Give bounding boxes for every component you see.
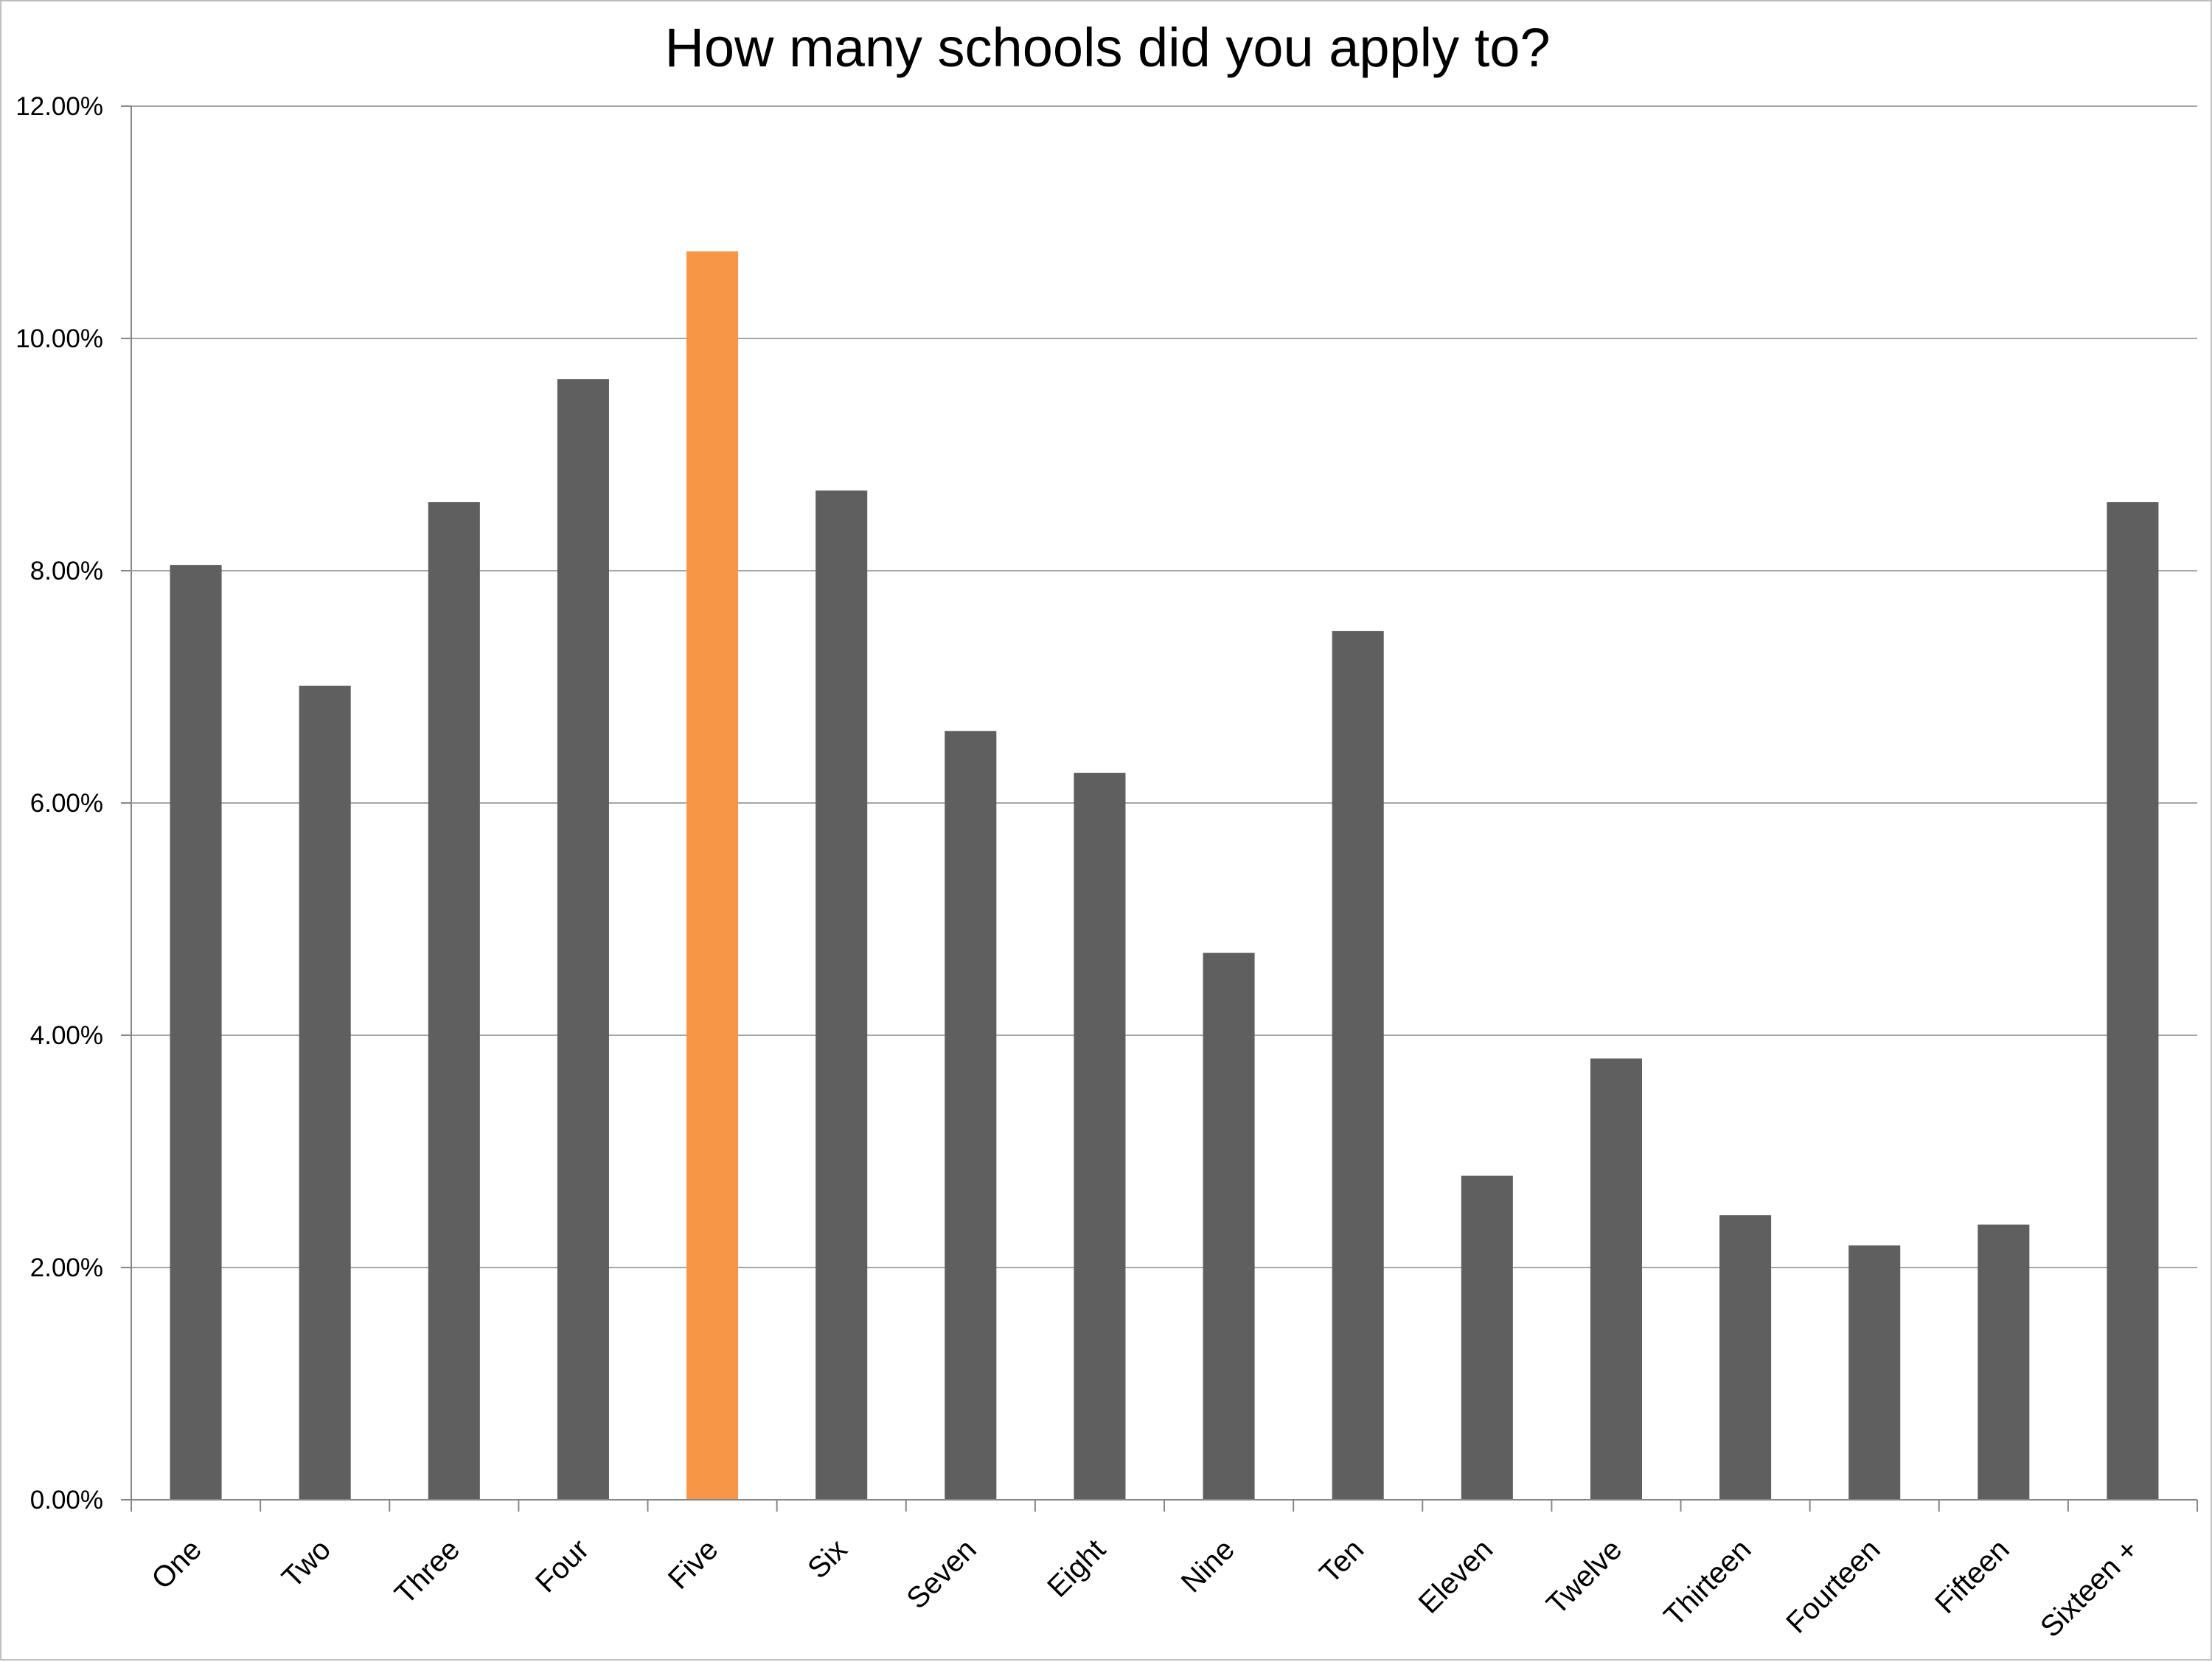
x-tick-label: Nine	[1175, 1533, 1241, 1599]
x-tick-label: Fourteen	[1780, 1533, 1886, 1639]
x-tick-label: Twelve	[1540, 1533, 1628, 1621]
y-tick-label: 10.00%	[15, 324, 103, 353]
bar-two	[299, 685, 351, 1500]
x-tick-label: Fifteen	[1929, 1533, 2016, 1620]
bar-fifteen	[1978, 1224, 2030, 1500]
y-tick-labels: 0.00% 2.00% 4.00% 6.00% 8.00% 10.00% 12.00%	[15, 92, 103, 1515]
x-tick-label: Eleven	[1413, 1533, 1500, 1620]
x-tick-label: Thirteen	[1658, 1533, 1758, 1633]
x-tick-label: Sixteen +	[2034, 1533, 2145, 1644]
bar-eight	[1074, 773, 1126, 1500]
y-tick-label: 6.00%	[30, 789, 103, 818]
bar-one	[170, 565, 222, 1500]
y-tick-label: 0.00%	[30, 1486, 103, 1515]
chart-title: How many schools did you apply to?	[664, 17, 1550, 78]
bars	[170, 251, 2159, 1501]
bar-sixteen	[2107, 502, 2159, 1501]
bar-fourteen	[1848, 1245, 1901, 1500]
x-tick-label: Four	[529, 1533, 595, 1599]
bar-three	[428, 502, 480, 1501]
axes	[121, 105, 2198, 1512]
y-tick-label: 12.00%	[15, 92, 103, 121]
x-tick-label: Eight	[1041, 1533, 1112, 1604]
bar-four	[557, 379, 609, 1500]
x-tick-label: Three	[389, 1533, 466, 1610]
x-tick-label: Ten	[1313, 1533, 1370, 1590]
bar-five	[686, 251, 739, 1500]
y-tick-label: 8.00%	[30, 557, 103, 585]
bar-seven	[945, 731, 997, 1500]
bar-eleven	[1461, 1175, 1513, 1500]
bar-ten	[1332, 630, 1384, 1500]
bar-nine	[1203, 953, 1255, 1500]
x-tick-labels: One Two Three Four Five Six Seven Eight Nine Ten E…	[145, 1533, 2144, 1644]
bar-thirteen	[1719, 1215, 1772, 1500]
y-tick-label: 2.00%	[30, 1254, 103, 1282]
bar-twelve	[1590, 1058, 1642, 1500]
y-tick-label: 4.00%	[30, 1021, 103, 1050]
x-tick-label: One	[145, 1533, 208, 1596]
x-tick-label: Five	[662, 1533, 725, 1596]
x-tick-label: Two	[276, 1533, 337, 1594]
x-tick-label: Six	[801, 1533, 853, 1585]
x-tick-label: Seven	[900, 1533, 982, 1615]
bar-six	[815, 490, 868, 1501]
